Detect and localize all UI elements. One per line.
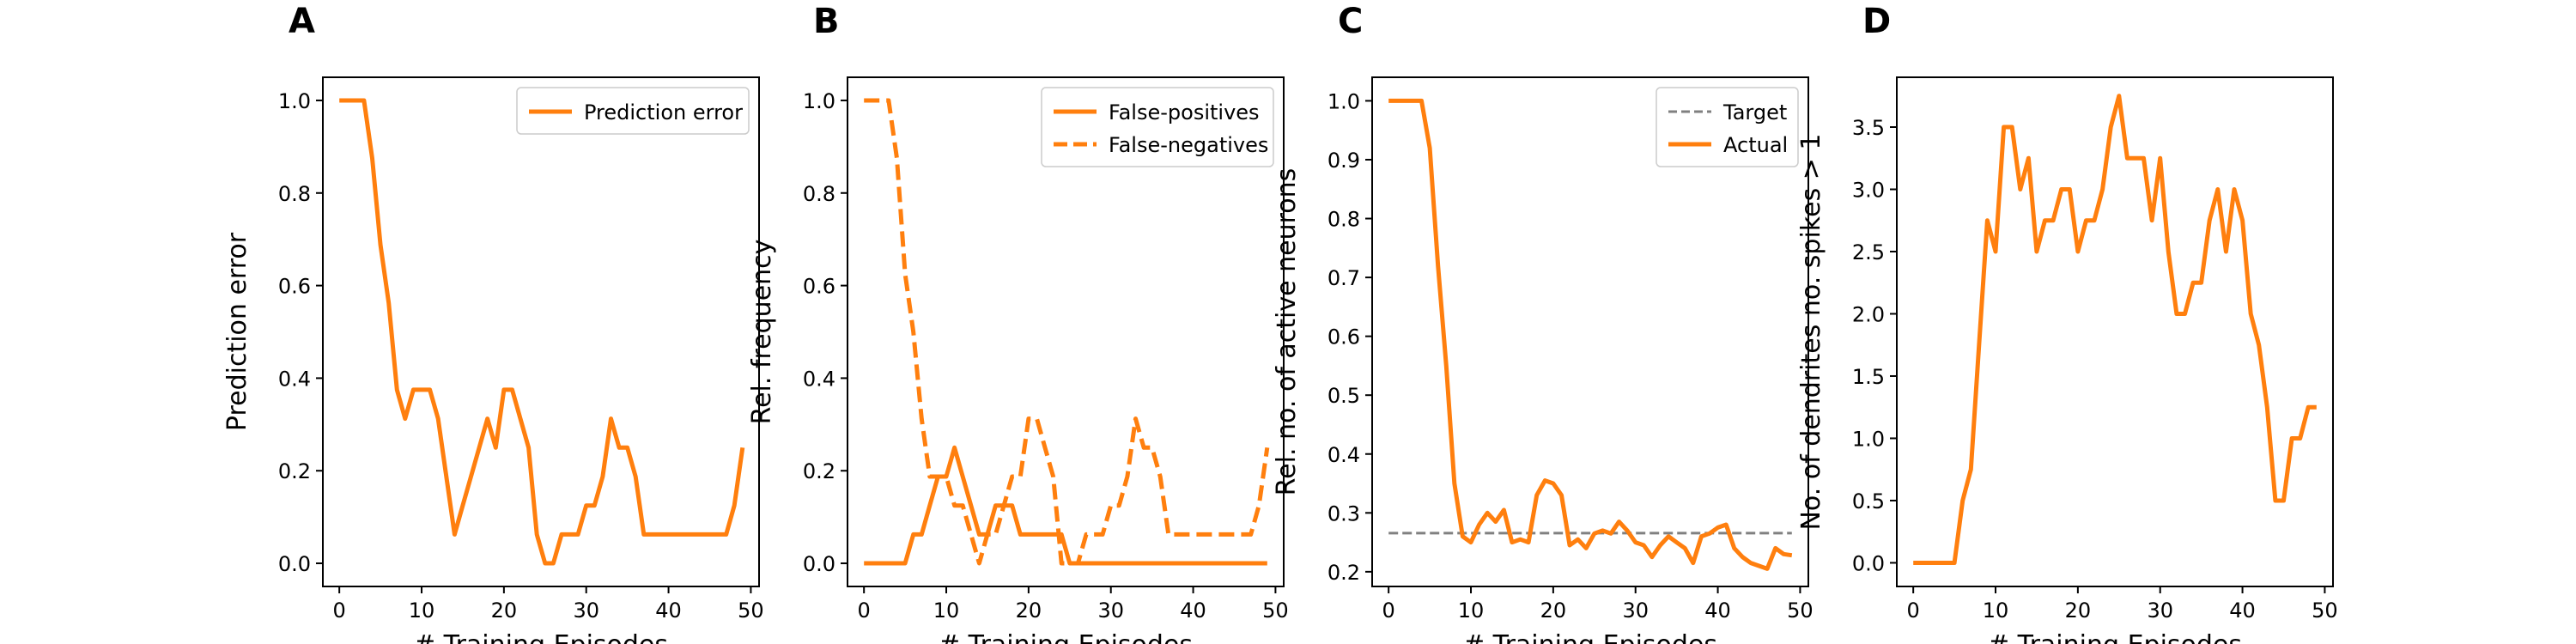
panel-a-y-axis-label: Prediction error xyxy=(222,232,252,431)
panel-c-y-tick-label: 0.5 xyxy=(1327,384,1360,408)
panel-b-y-tick-label: 0.6 xyxy=(803,275,835,299)
panel-d-y-tick-label: 1.0 xyxy=(1852,427,1885,451)
panel-d-y-tick-label: 2.5 xyxy=(1852,240,1885,264)
panel-d-y-tick-label: 3.5 xyxy=(1852,116,1885,140)
panel-b-y-axis-label: Rel. frequency xyxy=(747,240,777,425)
panel-a-y-tick-label: 0.0 xyxy=(278,552,311,576)
panel-b-y-tick-label: 0.4 xyxy=(803,367,835,391)
panel-a-legend: Prediction error xyxy=(516,87,750,135)
panel-d-letter: D xyxy=(1862,2,1891,41)
panel-d-x-tick-label: 30 xyxy=(2147,598,2173,623)
panel-b-y-tick-label: 0.2 xyxy=(803,459,835,483)
panel-d-y-tick-label: 2.0 xyxy=(1852,302,1885,326)
panel-d-x-tick-label: 0 xyxy=(1907,598,1920,623)
panel-a-x-tick-label: 40 xyxy=(655,598,682,623)
panel-c-x-tick-label: 40 xyxy=(1704,598,1731,623)
panel-a-y-tick-label: 1.0 xyxy=(278,89,311,113)
panel-a-x-tick-label: 0 xyxy=(333,598,346,623)
panel-a-y-tick-label: 0.8 xyxy=(278,182,311,206)
panel-a-letter: A xyxy=(289,2,315,41)
panel-c-series-actual-line xyxy=(1388,98,1793,571)
panel-c-y-tick-label: 0.7 xyxy=(1327,266,1360,290)
panel-c-legend-label-target: Target xyxy=(1722,100,1787,125)
panel-c-x-tick-label: 50 xyxy=(1787,598,1814,623)
panel-c-y-tick-label: 0.9 xyxy=(1327,149,1360,173)
panel-c-y-tick-label: 0.8 xyxy=(1327,208,1360,232)
panel-a: A 0 10 20 30 40 50 0.0 0.2 0.4 0.6 0.8 1.0 # Training… xyxy=(222,2,764,644)
panel-b-legend-box xyxy=(1041,87,1274,167)
panel-c-legend-label-actual: Actual xyxy=(1723,133,1788,157)
panel-b-y-tick-label: 1.0 xyxy=(803,89,835,113)
panel-c-y-tick-label: 0.3 xyxy=(1327,501,1360,526)
panel-c-x-tick-label: 0 xyxy=(1382,598,1395,623)
panel-c-x-tick-label: 20 xyxy=(1540,598,1567,623)
panel-b-legend: False-positives False-negatives xyxy=(1041,87,1274,167)
panel-d: D 0 10 20 30 40 50 0.0 0.5 1.0 1.5 2.0 2.5 3.0 3.5 # Tr… xyxy=(1796,2,2338,644)
panel-d-series-0-line xyxy=(1913,94,2317,565)
panel-b-x-tick-label: 40 xyxy=(1180,598,1206,623)
panel-d-x-tick-label: 40 xyxy=(2229,598,2256,623)
panel-b-letter: B xyxy=(813,2,840,41)
panel-a-x-tick-label: 30 xyxy=(573,598,599,623)
panel-b-legend-label-false-positives: False-positives xyxy=(1109,100,1260,125)
panel-b-legend-label-false-negatives: False-negatives xyxy=(1109,133,1268,157)
panel-c-axes-frame xyxy=(1371,76,1809,587)
panel-b-series-false-positives-line xyxy=(864,445,1267,566)
panel-a-legend-label-prediction-error: Prediction error xyxy=(584,100,743,125)
panel-c-x-tick-label: 30 xyxy=(1622,598,1649,623)
panel-d-y-tick-label: 1.5 xyxy=(1852,365,1885,389)
panel-c-y-tick-label: 1.0 xyxy=(1327,89,1360,113)
panel-c-y-tick-label: 0.2 xyxy=(1327,561,1360,585)
panel-c-x-tick-label: 10 xyxy=(1458,598,1485,623)
panel-c-y-tick-label: 0.4 xyxy=(1327,443,1360,467)
panel-a-y-tick-label: 0.2 xyxy=(278,459,311,483)
panel-b: B 0 10 20 30 40 50 0.0 0.2 0.4 0.6 0.8 1.0 # Training… xyxy=(747,2,1289,644)
panel-a-y-tick-label: 0.6 xyxy=(278,275,311,299)
panel-d-y-tick-label: 0.0 xyxy=(1852,551,1885,575)
panel-c-y-tick-label: 0.6 xyxy=(1327,325,1360,349)
panel-c-legend: Target Actual xyxy=(1656,87,1799,167)
panel-b-x-tick-label: 0 xyxy=(858,598,871,623)
panel-a-x-tick-label: 20 xyxy=(491,598,518,623)
panel-b-y-tick-label: 0.0 xyxy=(803,552,835,576)
panel-d-x-axis-label: # Training Episodes xyxy=(1988,630,2242,644)
panel-d-y-axis-label: No. of dendrites no. spikes > 1 xyxy=(1796,133,1826,530)
panel-b-y-tick-label: 0.8 xyxy=(803,182,835,206)
panel-a-legend-box xyxy=(516,87,750,135)
panel-a-series-prediction-error-line xyxy=(339,98,745,566)
panel-b-x-tick-label: 20 xyxy=(1016,598,1042,623)
panel-b-series-false-negatives-line xyxy=(864,98,1270,566)
panel-a-y-tick-label: 0.4 xyxy=(278,367,311,391)
panel-a-x-tick-label: 50 xyxy=(738,598,764,623)
panel-d-x-tick-label: 20 xyxy=(2065,598,2092,623)
panel-b-x-tick-label: 50 xyxy=(1262,598,1289,623)
panel-a-x-axis-label: # Training Episodes xyxy=(414,630,668,644)
panel-b-x-tick-label: 30 xyxy=(1097,598,1124,623)
panel-b-x-axis-label: # Training Episodes xyxy=(939,630,1193,644)
panel-d-axes-frame xyxy=(1896,76,2334,587)
panel-a-x-tick-label: 10 xyxy=(409,598,435,623)
panel-d-y-tick-label: 0.5 xyxy=(1852,489,1885,513)
panel-b-x-tick-label: 10 xyxy=(933,598,960,623)
panel-c-x-axis-label: # Training Episodes xyxy=(1463,630,1717,644)
panel-c-letter: C xyxy=(1338,2,1363,41)
panel-d-x-tick-label: 50 xyxy=(2312,598,2338,623)
panel-c-legend-box xyxy=(1656,87,1799,167)
panel-c: C 0 10 20 30 40 50 0.2 0.3 0.4 0.5 0.6 0.7 0.8 0.9 1.0 #… xyxy=(1272,2,1814,644)
panel-d-x-tick-label: 10 xyxy=(1983,598,2009,623)
panel-c-y-axis-label: Rel. no. of active neurons xyxy=(1272,168,1302,496)
panel-d-y-tick-label: 3.0 xyxy=(1852,178,1885,202)
panel-a-axes-frame xyxy=(322,76,760,587)
panel-b-axes-frame xyxy=(847,76,1285,587)
